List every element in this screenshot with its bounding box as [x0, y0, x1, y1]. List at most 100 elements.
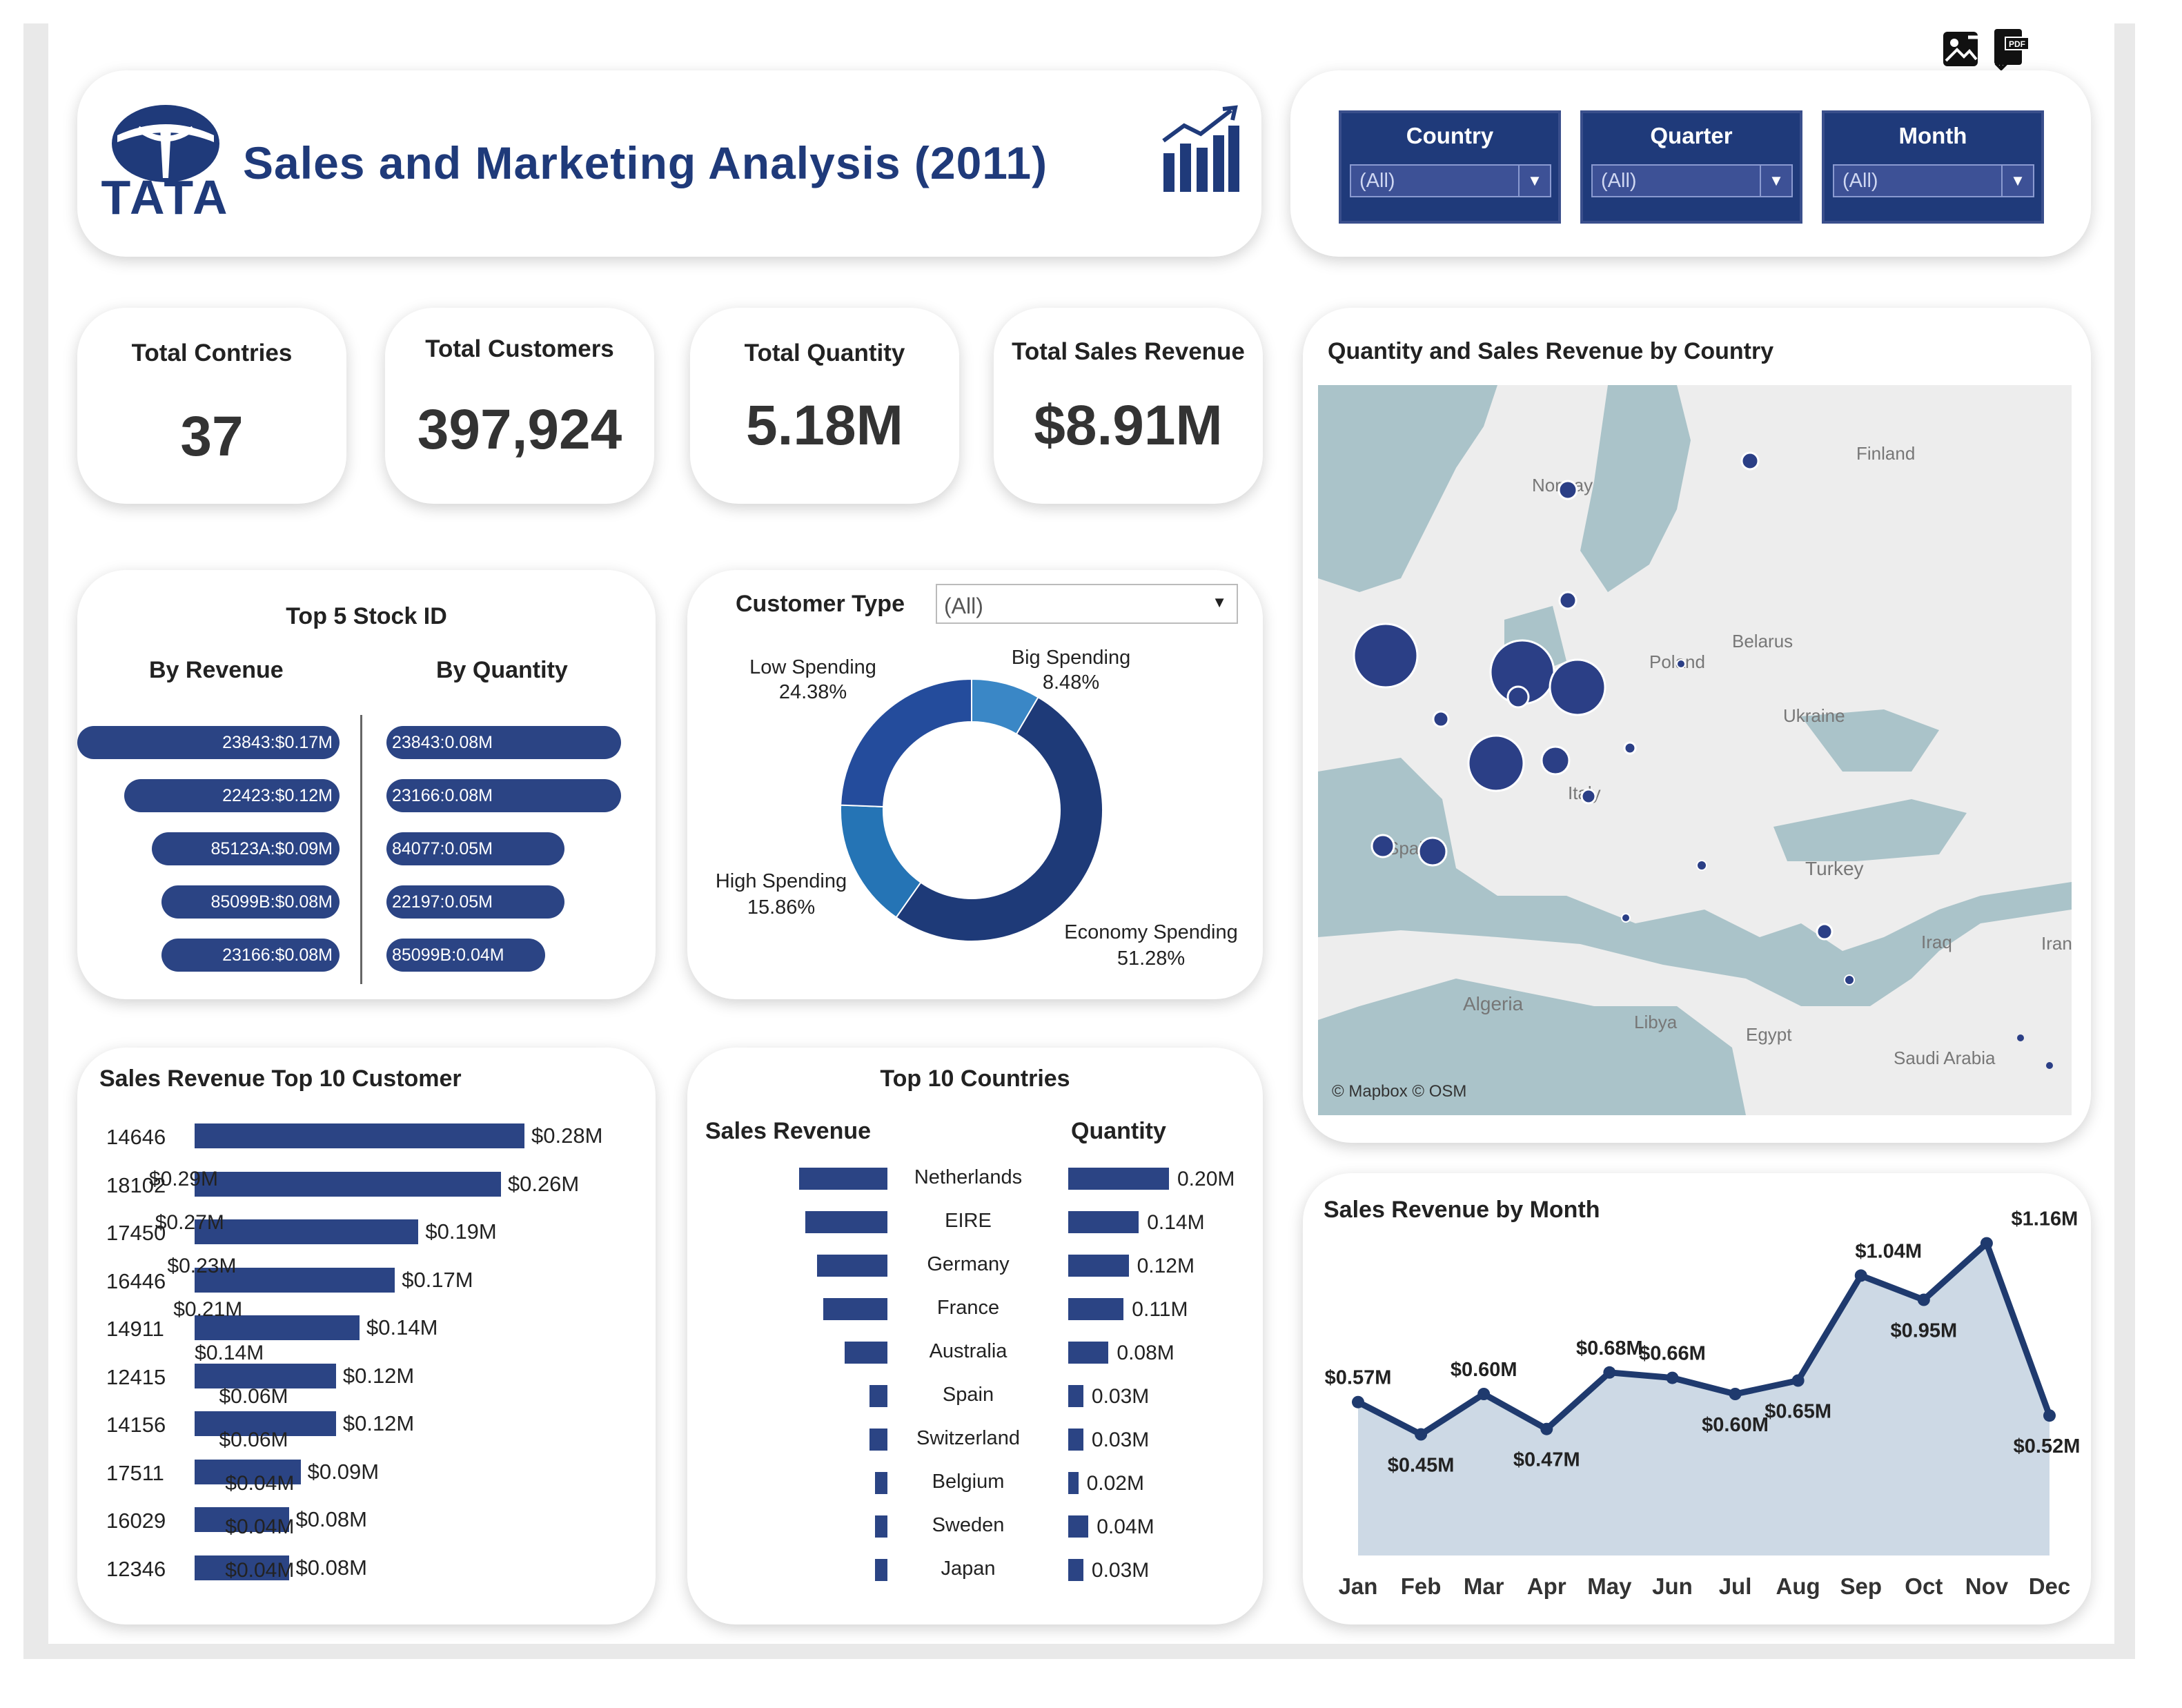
donut-slice-high-spending[interactable]	[840, 804, 922, 919]
country-quantity-bar[interactable]	[1068, 1515, 1089, 1538]
customer-bar[interactable]	[195, 1507, 289, 1532]
kpi-label: Total Customers	[425, 335, 614, 362]
area-fill	[1358, 1243, 2050, 1555]
data-label: $1.04M	[1855, 1240, 1922, 1262]
by-revenue-label: By Revenue	[149, 657, 284, 683]
country-revenue-bar[interactable]	[869, 1385, 887, 1407]
country-name: Japan	[941, 1558, 996, 1580]
customer-bar[interactable]	[195, 1219, 419, 1244]
customer-bar[interactable]	[195, 1123, 524, 1148]
monthly-revenue-chart: $0.57M Jan $0.45M Feb $0.60M Mar $0.47M Apr $0.6…	[1325, 1208, 2081, 1599]
customer-bar[interactable]	[195, 1363, 336, 1388]
svg-text:Iran: Iran	[2041, 933, 2072, 954]
country-quantity-bar[interactable]	[1068, 1255, 1129, 1277]
data-label: $0.60M	[1702, 1414, 1769, 1436]
customer-bar[interactable]	[195, 1411, 336, 1436]
country-quantity-bar[interactable]	[1068, 1342, 1109, 1364]
sales-revenue-header: Sales Revenue	[705, 1118, 872, 1144]
country-select[interactable]: (All) ▼	[1350, 164, 1551, 197]
quantity-pill: 85099B:0.04M	[386, 939, 545, 972]
country-name: EIRE	[945, 1210, 992, 1232]
chevron-down-icon[interactable]: ▼	[1518, 166, 1550, 196]
country-quantity-bar[interactable]	[1068, 1559, 1083, 1581]
country-quantity-bar[interactable]	[1068, 1298, 1124, 1320]
customer-bar[interactable]	[195, 1171, 501, 1197]
economy-spending-label: Economy Spending	[1064, 921, 1238, 943]
kpi-value: 5.18M	[746, 394, 903, 457]
customer-bar[interactable]	[195, 1459, 301, 1484]
country-quantity-bar[interactable]	[1068, 1211, 1139, 1233]
svg-text:Saudi Arabia: Saudi Arabia	[1894, 1048, 1996, 1068]
quarter-filter[interactable]: Quarter (All) ▼	[1580, 110, 1802, 224]
customer-type-card: Customer Type (All) ▼ Low Spending 24.38…	[687, 570, 1263, 999]
country-quantity-label: 0.08M	[1117, 1342, 1174, 1364]
data-point[interactable]	[1666, 1371, 1679, 1384]
logo-text: TATA	[101, 170, 230, 224]
chevron-down-icon[interactable]: ▼	[1760, 166, 1791, 196]
country-revenue-bar[interactable]	[799, 1168, 887, 1190]
donut-slice-economy-spending[interactable]	[895, 696, 1103, 942]
data-point[interactable]	[1917, 1293, 1930, 1306]
data-point[interactable]	[2043, 1409, 2056, 1422]
country-revenue-bar[interactable]	[823, 1298, 887, 1320]
country-revenue-bar[interactable]	[845, 1342, 887, 1364]
customer-bar[interactable]	[195, 1315, 360, 1340]
country-name: Australia	[929, 1340, 1008, 1362]
customer-type-select[interactable]: (All) ▼	[936, 584, 1238, 624]
kpi-card-customers: Total Customers 397,924	[385, 308, 654, 504]
country-revenue-bar[interactable]	[875, 1472, 887, 1494]
country-quantity-bar[interactable]	[1068, 1168, 1169, 1190]
pdf-download-icon[interactable]: PDF	[1987, 26, 2033, 72]
data-point[interactable]	[1729, 1388, 1742, 1400]
low-spending-pct: 24.38%	[779, 681, 847, 703]
kpi-label: Total Quantity	[744, 340, 905, 366]
customer-bar[interactable]	[195, 1555, 289, 1580]
country-quantity-bar[interactable]	[1068, 1472, 1079, 1494]
map-card: Quantity and Sales Revenue by Country Fi…	[1303, 308, 2091, 1143]
svg-text:Libya: Libya	[1634, 1012, 1678, 1032]
country-revenue-bar[interactable]	[805, 1211, 887, 1233]
data-label: $0.45M	[1388, 1455, 1455, 1477]
country-revenue-bar[interactable]	[817, 1255, 887, 1277]
customer-bar-label: $0.19M	[425, 1219, 497, 1244]
top10-countries-title: Top 10 Countries	[880, 1066, 1070, 1092]
country-revenue-bar[interactable]	[875, 1559, 887, 1581]
country-name: Sweden	[932, 1514, 1005, 1536]
data-point[interactable]	[1791, 1374, 1805, 1387]
data-label: $0.66M	[1639, 1343, 1706, 1365]
top5-title: Top 5 Stock ID	[286, 603, 447, 629]
month-filter[interactable]: Month (All) ▼	[1822, 110, 2044, 224]
data-point[interactable]	[1415, 1428, 1428, 1441]
country-revenue-label: $0.06M	[219, 1429, 288, 1451]
month-select[interactable]: (All) ▼	[1833, 164, 2034, 197]
image-download-icon[interactable]	[1940, 28, 1983, 70]
country-quantity-bar[interactable]	[1068, 1429, 1083, 1451]
chevron-down-icon[interactable]: ▼	[2001, 166, 2033, 196]
data-point[interactable]	[1980, 1237, 1993, 1250]
customer-bar-label: $0.26M	[507, 1171, 580, 1196]
series-line	[1356, 1240, 2053, 1437]
europe-map[interactable]: Finland Norway Belarus Poland Ukraine It…	[1318, 385, 2072, 1115]
x-tick-label: Oct	[1905, 1573, 1943, 1599]
data-label: $0.47M	[1513, 1449, 1580, 1471]
country-filter[interactable]: Country (All) ▼	[1339, 110, 1561, 224]
quarter-select[interactable]: (All) ▼	[1591, 164, 1793, 197]
data-point[interactable]	[1352, 1395, 1364, 1408]
data-point[interactable]	[1540, 1422, 1553, 1435]
country-revenue-bar[interactable]	[875, 1515, 887, 1538]
data-point[interactable]	[1603, 1366, 1616, 1379]
revenue-pill: 23843:$0.17M	[77, 726, 340, 759]
country-revenue-label: $0.21M	[173, 1298, 243, 1321]
quantity-pill: 84077:0.05M	[386, 832, 564, 865]
country-revenue-bar[interactable]	[869, 1429, 887, 1451]
donut-slice-low-spending[interactable]	[840, 678, 972, 808]
country-revenue-label: $0.04M	[225, 1559, 295, 1582]
data-point[interactable]	[1477, 1388, 1491, 1400]
customer-bar[interactable]	[195, 1267, 395, 1293]
country-quantity-bar[interactable]	[1068, 1385, 1083, 1407]
chevron-down-icon[interactable]: ▼	[1212, 593, 1227, 611]
top5-stock-card: Top 5 Stock ID By Revenue By Quantity 23…	[77, 570, 656, 999]
data-point[interactable]	[1854, 1269, 1867, 1282]
x-tick-label: Jun	[1652, 1573, 1693, 1599]
country-quantity-label: 0.03M	[1091, 1429, 1150, 1451]
